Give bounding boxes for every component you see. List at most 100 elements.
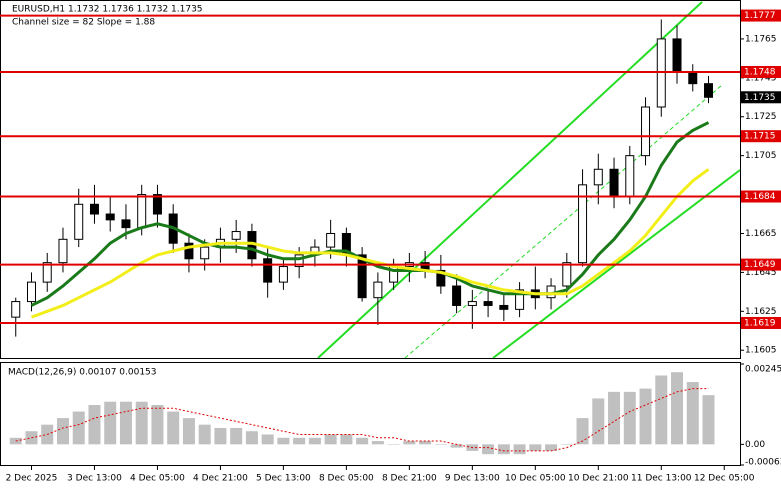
x-tick-label: 4 Dec 21:00 xyxy=(193,474,248,484)
last-price-label: 1.1735 xyxy=(744,93,776,103)
histogram-bar xyxy=(340,434,353,445)
y-tick-label: 1.1645 xyxy=(745,268,777,278)
candle-body xyxy=(42,262,52,283)
x-tick-label: 4 Dec 05:00 xyxy=(130,474,185,484)
level-label: 1.1715 xyxy=(744,132,776,142)
histogram-bar xyxy=(182,418,195,445)
level-label: 1.1619 xyxy=(744,318,776,328)
level-label: 1.1777 xyxy=(744,11,776,21)
candle-body xyxy=(578,184,588,264)
histogram-bar xyxy=(450,444,463,448)
level-label-box xyxy=(741,9,781,22)
histogram-bar xyxy=(497,444,510,455)
candle-body xyxy=(58,238,68,264)
candle-body xyxy=(278,266,288,283)
histogram-bar xyxy=(104,401,117,445)
x-tick-label: 5 Dec 13:00 xyxy=(256,474,311,484)
x-tick-label: 8 Dec 21:00 xyxy=(382,474,437,484)
y-tick-label: 0.00 xyxy=(745,440,765,450)
y-tick-label: 1.1725 xyxy=(745,112,777,122)
histogram-bar xyxy=(119,401,132,445)
histogram-bar xyxy=(356,437,369,445)
x-tick-label: 3 Dec 13:00 xyxy=(67,474,122,484)
candle-body xyxy=(152,194,162,215)
signal-line xyxy=(15,388,709,452)
histogram-bar xyxy=(88,404,101,445)
candle-body xyxy=(74,203,84,240)
candle-body xyxy=(688,71,698,85)
y-tick-label: 0.00245 xyxy=(745,365,781,375)
x-tick-label: 10 Dec 05:00 xyxy=(505,474,566,484)
candle-body xyxy=(231,231,241,240)
x-tick-label: 2 Dec 2025 xyxy=(6,474,58,484)
level-label-box xyxy=(741,316,781,329)
y-tick-label: 1.1605 xyxy=(745,346,777,356)
candle-body xyxy=(641,106,651,157)
x-tick-label: 10 Dec 21:00 xyxy=(568,474,629,484)
level-label: 1.1748 xyxy=(744,67,776,77)
histogram-bar xyxy=(167,411,180,445)
histogram-bar xyxy=(403,441,416,445)
candle-body xyxy=(200,246,210,260)
candle-body xyxy=(593,168,603,186)
histogram-bar xyxy=(261,434,274,445)
histogram-bar xyxy=(198,424,211,445)
candle-body xyxy=(105,213,115,221)
histogram-bar xyxy=(608,391,621,445)
histogram-bar xyxy=(592,398,605,445)
candle-body xyxy=(357,254,367,299)
candle-body xyxy=(609,168,619,198)
histogram-bar xyxy=(214,427,227,445)
histogram-bar xyxy=(293,437,306,445)
candle-body xyxy=(704,83,714,98)
candle-body xyxy=(672,38,682,73)
y-tick-label: 1.1745 xyxy=(745,73,777,83)
moving-average xyxy=(30,121,710,307)
histogram-bar xyxy=(576,418,589,445)
histogram-bar xyxy=(56,418,69,445)
chart-subtitle: Channel size = 82 Slope = 1.88 xyxy=(12,18,155,28)
candle-body xyxy=(483,301,493,306)
level-label-box xyxy=(741,258,781,271)
plot-area xyxy=(11,19,714,337)
histogram-bar xyxy=(671,372,684,445)
histogram-bar xyxy=(513,444,526,455)
level-label: 1.1649 xyxy=(744,260,776,270)
histogram-bar xyxy=(639,388,652,445)
candle-body xyxy=(515,289,525,310)
channel-upper xyxy=(317,1,703,358)
x-tick-label: 11 Dec 13:00 xyxy=(631,474,692,484)
x-tick-label: 12 Dec 05:00 xyxy=(694,474,755,484)
price-panel xyxy=(0,0,741,359)
histogram-bar xyxy=(655,375,668,445)
histogram-bar xyxy=(623,391,636,445)
chart-title: EURUSD,H1 1.1732 1.1736 1.1732 1.1735 xyxy=(12,5,203,15)
level-label-box xyxy=(741,190,781,203)
x-tick-label: 8 Dec 05:00 xyxy=(319,474,374,484)
candle-body xyxy=(121,219,131,229)
candle-body xyxy=(137,194,147,229)
candle-body xyxy=(184,242,194,260)
histogram-bar xyxy=(419,441,432,445)
histogram-bar xyxy=(529,444,542,451)
candle-body xyxy=(294,254,304,268)
level-label-box xyxy=(741,65,781,78)
macd-title: MACD(12,26,9) 0.00107 0.00153 xyxy=(8,368,157,378)
candle-body xyxy=(373,281,383,299)
y-tick-label: 1.1705 xyxy=(745,151,777,161)
histogram-bar xyxy=(482,444,495,455)
candle-body xyxy=(562,262,572,287)
candle-body xyxy=(625,155,635,198)
histogram-bar xyxy=(277,437,290,445)
y-tick-label: 1.1625 xyxy=(745,307,777,317)
histogram-bar xyxy=(434,444,447,445)
histogram-bar xyxy=(387,444,400,445)
y-tick-label: 1.1665 xyxy=(745,229,777,239)
macd-panel xyxy=(0,362,741,466)
candle-body xyxy=(467,301,477,306)
histogram-bar xyxy=(245,431,258,445)
candle-body xyxy=(499,304,509,310)
last-price-box xyxy=(741,91,781,104)
level-label: 1.1684 xyxy=(744,192,776,202)
